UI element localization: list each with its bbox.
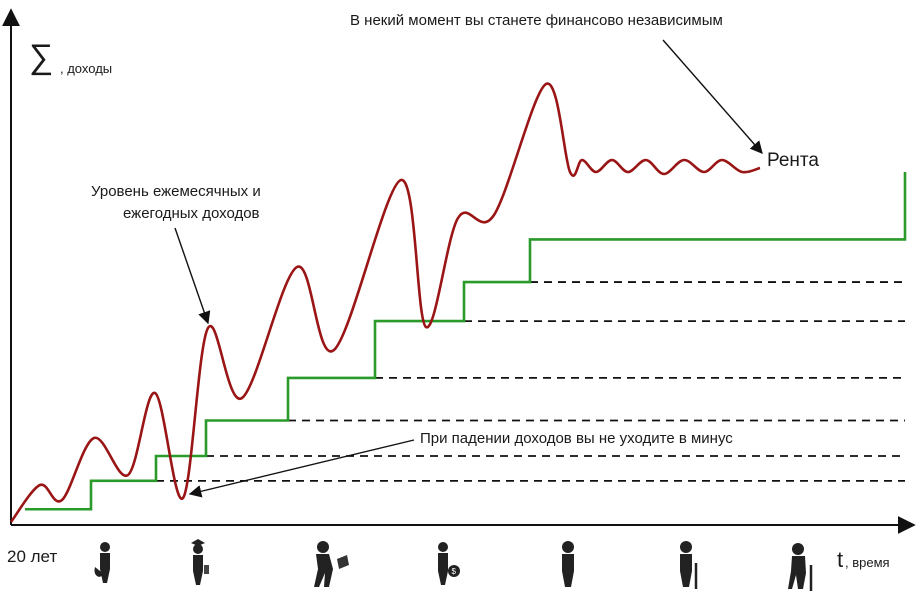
arrow-to-rent bbox=[662, 39, 763, 154]
old-figure-icon bbox=[788, 543, 813, 591]
worker-figure-icon bbox=[314, 541, 349, 587]
x-axis-label: , время bbox=[845, 555, 890, 570]
monthly-yearly-income-curve bbox=[9, 82, 761, 523]
x-axis-symbol: t bbox=[837, 547, 843, 572]
annotation-rent: Рента bbox=[767, 150, 819, 171]
y-axis-symbol: ∑ bbox=[29, 38, 53, 76]
arrow-to-dip bbox=[188, 439, 415, 498]
middle-aged-figure-icon bbox=[562, 541, 574, 587]
arrow-to-income-curve bbox=[174, 227, 211, 325]
x-start-label: 20 лет bbox=[7, 547, 57, 566]
annotation-top: В некий момент вы станете финансово неза… bbox=[350, 12, 723, 29]
student-figure-icon bbox=[191, 539, 209, 585]
annotation-no-minus: При падении доходов вы не уходите в мину… bbox=[420, 430, 733, 447]
annotation-monthly-line2: ежегодных доходов bbox=[123, 205, 260, 222]
annotation-monthly-line1: Уровень ежемесячных и bbox=[91, 183, 261, 200]
child-figure-icon bbox=[94, 542, 110, 583]
y-axis-label: , доходы bbox=[60, 61, 112, 76]
elderly-figure-icon bbox=[680, 541, 698, 589]
svg-text:$: $ bbox=[452, 567, 457, 576]
businessman-figure-icon: $ bbox=[438, 542, 460, 585]
passive-income-staircase bbox=[25, 172, 907, 511]
